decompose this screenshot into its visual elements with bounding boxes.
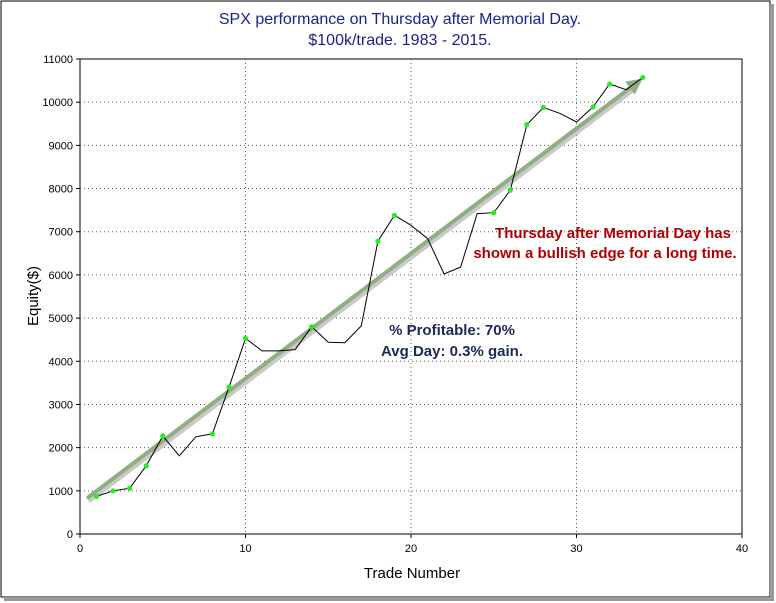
y-tick-label: 5000	[49, 313, 73, 325]
data-point	[590, 104, 596, 110]
data-point	[640, 74, 646, 81]
data-point	[507, 187, 513, 193]
data-point	[127, 485, 133, 491]
data-point	[524, 122, 530, 128]
y-tick-label: 9000	[49, 140, 73, 152]
x-tick-label: 10	[239, 543, 251, 555]
trend-arrow	[86, 78, 643, 503]
y-tick-label: 10000	[42, 97, 73, 109]
annotation-avg-day: Avg Day: 0.3% gain.	[381, 343, 523, 360]
y-tick-label: 4000	[49, 356, 73, 368]
y-tick-label: 6000	[49, 270, 73, 282]
data-point	[93, 493, 100, 500]
x-tick-label: 40	[736, 543, 748, 555]
border-shadow-right	[770, 4, 774, 600]
data-point	[309, 324, 315, 330]
data-point	[607, 81, 613, 87]
trend-arrow-shaft	[86, 86, 632, 500]
data-point	[540, 104, 547, 110]
y-tick-label: 8000	[49, 184, 73, 196]
y-axis-ticks: 0 1000 2000 3000 4000 5000 6000 7000 8000 9000 100…	[42, 54, 80, 541]
x-axis-label: Trade Number	[364, 565, 460, 582]
data-point	[160, 433, 166, 439]
trend-arrow-shadow	[88, 89, 634, 503]
data-point	[226, 384, 232, 390]
chart-title: SPX performance on Thursday after Memori…	[219, 11, 581, 28]
equity-series	[93, 74, 646, 500]
y-tick-label: 7000	[49, 227, 73, 239]
annotation-line-1: Thursday after Memorial Day has	[495, 225, 731, 242]
equity-line	[96, 77, 643, 497]
y-axis-label: Equity($)	[25, 266, 42, 326]
annotation-profitable: % Profitable: 70%	[389, 322, 515, 339]
y-tick-label: 2000	[49, 443, 73, 455]
trend-arrow-head	[625, 78, 643, 95]
y-tick-label: 3000	[49, 399, 73, 411]
data-point	[391, 212, 398, 218]
y-tick-label: 0	[67, 529, 73, 541]
data-point	[242, 335, 249, 341]
x-tick-label: 30	[570, 543, 582, 555]
annotation-line-2: shown a bullish edge for a long time.	[473, 245, 736, 262]
data-point	[143, 463, 149, 469]
x-tick-label: 20	[405, 543, 417, 555]
y-tick-label: 11000	[43, 54, 73, 66]
data-point	[375, 238, 381, 244]
plot-area	[79, 58, 743, 535]
data-point	[110, 488, 116, 494]
data-point	[491, 210, 497, 216]
chart-subtitle: $100k/trade. 1983 - 2015.	[308, 32, 491, 49]
border-shadow-bottom	[4, 597, 774, 601]
x-axis-ticks: 0 10 20 30 40	[77, 534, 748, 555]
x-tick-label: 0	[77, 543, 83, 555]
y-tick-label: 1000	[49, 486, 73, 498]
data-point	[209, 431, 215, 437]
